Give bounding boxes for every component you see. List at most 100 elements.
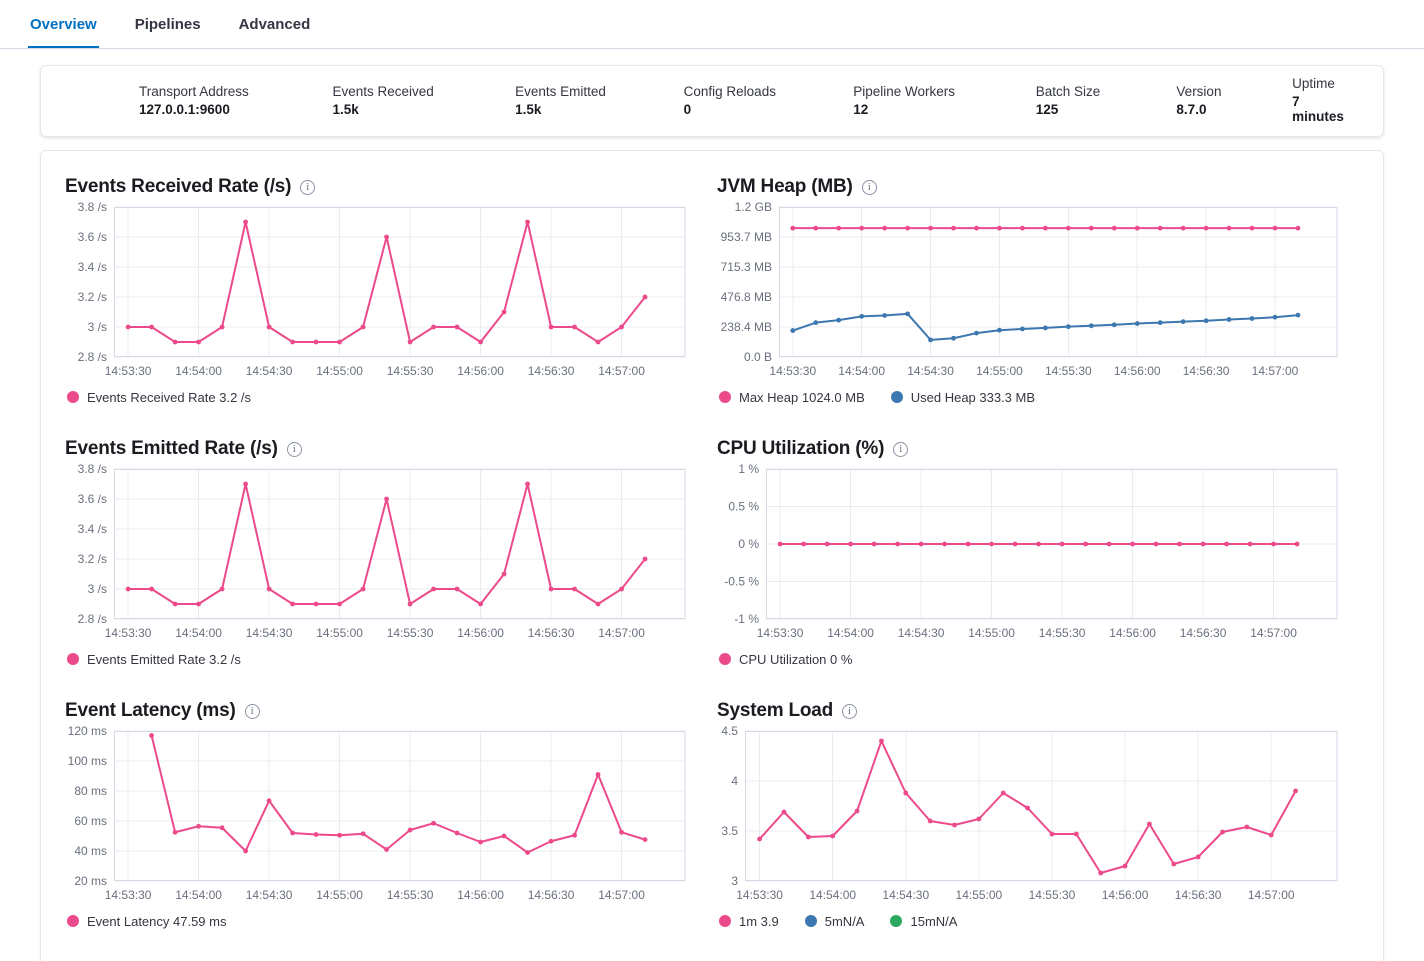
stat-value: 127.0.0.1:9600 bbox=[139, 101, 230, 117]
legend-dot-icon bbox=[67, 653, 79, 665]
svg-text:14:54:30: 14:54:30 bbox=[882, 888, 929, 902]
series-used-heap bbox=[790, 311, 1301, 343]
svg-text:3.4 /s: 3.4 /s bbox=[78, 522, 107, 536]
chart-header: Event Latency (ms) i bbox=[65, 699, 686, 723]
tab-advanced[interactable]: Advanced bbox=[238, 16, 311, 33]
events-received-rate-info-icon[interactable]: i bbox=[300, 179, 316, 195]
svg-text:14:54:30: 14:54:30 bbox=[246, 888, 293, 902]
stat-label: Uptime bbox=[1292, 76, 1335, 91]
svg-text:14:57:00: 14:57:00 bbox=[1248, 888, 1295, 902]
y-axis-labels: 1 % 0.5 % 0 % -0.5 % -1 % bbox=[724, 462, 759, 626]
cpu-utilization-info-icon[interactable]: i bbox=[893, 441, 909, 457]
svg-text:14:56:30: 14:56:30 bbox=[1183, 364, 1230, 378]
svg-text:14:57:00: 14:57:00 bbox=[598, 888, 645, 902]
plot-border bbox=[766, 469, 1338, 619]
legend-item[interactable]: 15mN/A bbox=[890, 914, 957, 929]
stat-config-reloads: Config Reloads 0 bbox=[684, 84, 854, 117]
svg-text:14:55:30: 14:55:30 bbox=[1045, 364, 1092, 378]
stat-value: 8.7.0 bbox=[1176, 101, 1207, 117]
svg-text:60 ms: 60 ms bbox=[74, 814, 107, 828]
event-latency-info-icon[interactable]: i bbox=[244, 703, 260, 719]
stat-value: 12 bbox=[853, 101, 869, 117]
svg-text:14:55:00: 14:55:00 bbox=[968, 626, 1015, 640]
svg-text:14:53:30: 14:53:30 bbox=[105, 888, 152, 902]
svg-text:14:54:00: 14:54:00 bbox=[175, 364, 222, 378]
y-axis-labels: 3.8 /s 3.6 /s 3.4 /s 3.2 /s 3 /s 2.8 /s bbox=[78, 462, 107, 626]
stat-value: 1.5k bbox=[515, 101, 542, 117]
stat-label: Version bbox=[1176, 83, 1222, 99]
chart-canvas[interactable]: 1 %0.5 %0 %-0.5 %-1 %14:53:30 14:54:00 14:… bbox=[717, 462, 1338, 645]
stat-label: Events Emitted bbox=[515, 83, 606, 99]
svg-text:14:56:00: 14:56:00 bbox=[457, 888, 504, 902]
gridlines bbox=[745, 730, 1337, 882]
chart-system-load: System Load i 4.5 4 3.5 3 14:53:30 14:54:00 14… bbox=[717, 699, 1338, 931]
svg-text:14:55:00: 14:55:00 bbox=[316, 888, 363, 902]
legend-item[interactable]: Events Received Rate 3.2 /s bbox=[67, 390, 251, 405]
plot-border bbox=[114, 469, 686, 619]
svg-text:14:55:00: 14:55:00 bbox=[976, 364, 1023, 378]
svg-text:80 ms: 80 ms bbox=[74, 784, 107, 798]
svg-text:3.4 /s: 3.4 /s bbox=[78, 260, 107, 274]
svg-text:14:54:00: 14:54:00 bbox=[838, 364, 885, 378]
stat-label: Batch Size bbox=[1035, 83, 1101, 99]
legend-dot-icon bbox=[67, 391, 79, 403]
chart-legend: Events Emitted Rate 3.2 /s bbox=[65, 649, 686, 669]
events-emitted-rate-info-icon[interactable]: i bbox=[286, 441, 302, 457]
chart-header: JVM Heap (MB) i bbox=[717, 175, 1338, 199]
tab-pipelines[interactable]: Pipelines bbox=[134, 16, 201, 33]
series-event-latency bbox=[149, 733, 648, 855]
legend-label: Max Heap 1024.0 MB bbox=[739, 389, 865, 405]
legend-item[interactable]: Used Heap 333.3 MB bbox=[890, 390, 1035, 405]
svg-text:120 ms: 120 ms bbox=[68, 724, 107, 738]
stat-batch-size: Batch Size 125 bbox=[1036, 84, 1177, 117]
svg-text:1.2 GB: 1.2 GB bbox=[735, 200, 772, 214]
legend-dot-icon bbox=[890, 391, 903, 403]
jvm-heap-info-icon[interactable]: i bbox=[861, 179, 877, 195]
svg-text:14:55:30: 14:55:30 bbox=[387, 626, 434, 640]
svg-text:3.2 /s: 3.2 /s bbox=[78, 290, 107, 304]
chart-legend: Events Received Rate 3.2 /s bbox=[65, 387, 686, 407]
legend-item[interactable]: 5mN/A bbox=[804, 914, 864, 929]
svg-text:14:54:00: 14:54:00 bbox=[809, 888, 856, 902]
legend-item[interactable]: 1m 3.9 bbox=[719, 914, 779, 929]
chart-legend: Event Latency 47.59 ms bbox=[65, 911, 686, 931]
legend-item[interactable]: Max Heap 1024.0 MB bbox=[719, 390, 865, 405]
legend-label: Events Emitted Rate 3.2 /s bbox=[87, 651, 241, 667]
tab-overview[interactable]: Overview bbox=[28, 14, 99, 48]
svg-text:14:56:00: 14:56:00 bbox=[1102, 888, 1149, 902]
svg-text:3.2 /s: 3.2 /s bbox=[78, 552, 107, 566]
legend-item[interactable]: Event Latency 47.59 ms bbox=[67, 914, 226, 929]
legend-dot-icon bbox=[719, 653, 731, 665]
legend-label: 15mN/A bbox=[910, 913, 958, 929]
svg-text:3.8 /s: 3.8 /s bbox=[78, 462, 107, 476]
chart-canvas[interactable]: 3.8 /s 3.6 /s 3.4 /s 3.2 /s 3 /s 2.8 /s14:53:… bbox=[65, 200, 686, 383]
svg-text:3.8 /s: 3.8 /s bbox=[78, 200, 107, 214]
legend-item[interactable]: Events Emitted Rate 3.2 /s bbox=[67, 652, 241, 667]
chart-canvas[interactable]: 3.8 /s 3.6 /s 3.4 /s 3.2 /s 3 /s 2.8 /s14:53:… bbox=[65, 462, 686, 645]
svg-text:14:56:30: 14:56:30 bbox=[528, 364, 575, 378]
series-cpu-utilization bbox=[777, 541, 1300, 547]
chart-header: CPU Utilization (%) i bbox=[717, 437, 1338, 461]
svg-text:14:54:30: 14:54:30 bbox=[898, 626, 945, 640]
stat-label: Events Received bbox=[332, 83, 434, 99]
svg-text:100 ms: 100 ms bbox=[68, 754, 107, 768]
gridlines bbox=[114, 468, 685, 620]
svg-text:14:56:00: 14:56:00 bbox=[457, 364, 504, 378]
svg-text:14:55:30: 14:55:30 bbox=[387, 364, 434, 378]
plot-border bbox=[114, 731, 686, 881]
svg-text:14:54:00: 14:54:00 bbox=[175, 626, 222, 640]
stat-value: 7 minutes bbox=[1292, 94, 1344, 124]
chart-event-latency: Event Latency (ms) i 120 ms 100 ms 80 ms 60… bbox=[65, 699, 686, 931]
chart-cpu-utilization: CPU Utilization (%) i 1 % 0.5 % 0 % -0.5 % -… bbox=[717, 437, 1338, 669]
chart-canvas[interactable]: 1.2 GB 953.7 MB 715.3 MB 476.8 MB 238.4 MB 0.… bbox=[717, 200, 1338, 383]
x-axis-labels: 14:53:30 14:54:00 14:54:30 14:55:00 14:55:30… bbox=[105, 626, 645, 640]
svg-text:3.6 /s: 3.6 /s bbox=[78, 230, 107, 244]
svg-text:1 %: 1 % bbox=[738, 462, 759, 476]
x-axis-labels: 14:53:30 14:54:00 14:54:30 14:55:00 14:55:30… bbox=[736, 888, 1295, 902]
legend-item[interactable]: CPU Utilization 0 % bbox=[719, 652, 852, 667]
system-load-info-icon[interactable]: i bbox=[842, 703, 858, 719]
chart-canvas[interactable]: 4.5 4 3.5 314:53:30 14:54:00 14:54:30 14:55:00… bbox=[717, 724, 1338, 907]
series-events-emitted-rate bbox=[125, 481, 648, 607]
chart-canvas[interactable]: 120 ms 100 ms 80 ms 60 ms 40 ms 20 ms14:53:30… bbox=[65, 724, 686, 907]
plot-border bbox=[779, 207, 1338, 357]
